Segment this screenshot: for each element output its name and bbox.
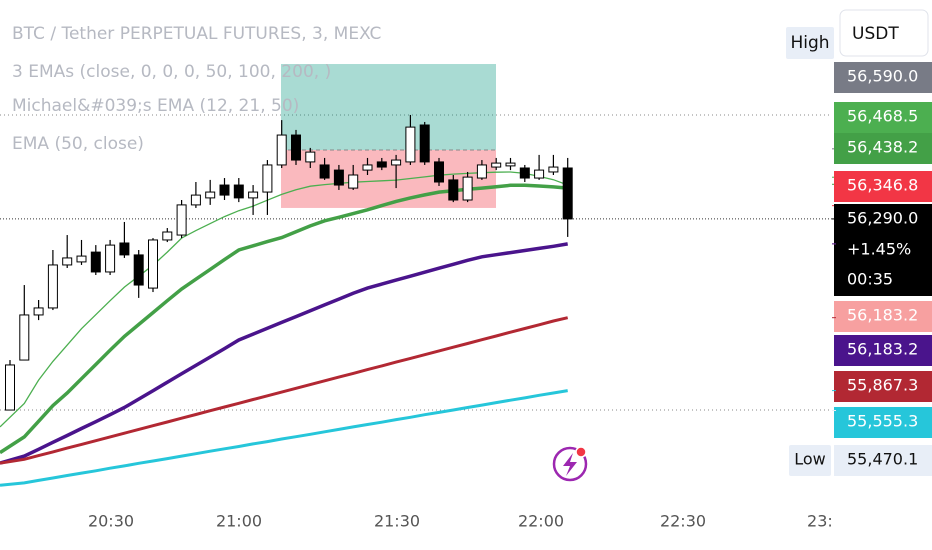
high-label: High <box>790 33 829 53</box>
ema-line <box>0 316 569 465</box>
candle-body <box>162 231 173 241</box>
candle-body <box>176 204 187 236</box>
price-tag <box>834 171 932 202</box>
chart-title: BTC / Tether PERPETUAL FUTURES, 3, MEXC <box>12 24 381 44</box>
price-tag-label: 56,346.8 <box>847 176 918 195</box>
candle-body <box>305 151 316 163</box>
x-tick-label: 21:00 <box>216 512 262 531</box>
price-tag <box>834 133 932 164</box>
candle-body <box>348 174 359 189</box>
price-tag-label: 55,867.3 <box>847 376 918 395</box>
candle-body <box>419 124 430 163</box>
overlay: 20:30 21:00 21:30 22:00 22:30 23:056,590.056,… <box>88 0 932 550</box>
candle-body <box>491 162 502 168</box>
candle-body <box>19 314 30 361</box>
low-label: Low <box>794 450 826 469</box>
currency-button[interactable] <box>839 9 929 57</box>
candle-body <box>33 307 44 316</box>
price-tag <box>834 445 932 476</box>
candle-body <box>76 255 87 263</box>
candle-body <box>376 161 387 168</box>
price-tag <box>834 301 932 332</box>
candle-body <box>548 166 559 173</box>
ema-line <box>0 242 568 465</box>
legend-line: EMA (50, close) <box>12 134 144 154</box>
plot <box>0 64 832 487</box>
candle-body <box>248 191 259 199</box>
price-tag-label: 56,590.0 <box>847 67 918 86</box>
x-tick-label: 20:30 <box>88 512 134 531</box>
candle-body <box>476 164 487 179</box>
price-tag <box>834 204 932 296</box>
currency-label: USDT <box>852 24 899 44</box>
countdown: 00:35 <box>847 270 893 289</box>
price-tag-label: 56,438.2 <box>847 138 918 157</box>
price-tag-label: 55,555.3 <box>847 412 918 431</box>
x-tick-label: 21:30 <box>374 512 420 531</box>
low-badge <box>789 445 831 476</box>
legend-line: Michael&#039;s EMA (12, 21, 50) <box>12 96 299 116</box>
price-tag <box>834 407 932 438</box>
stop-zone <box>281 150 496 208</box>
candle-body <box>47 264 58 309</box>
candle-body <box>62 257 73 266</box>
candle-body <box>562 167 573 220</box>
price-tag-label: 56,290.0 <box>847 209 918 228</box>
price-tag <box>834 102 932 133</box>
candle-body <box>462 176 473 201</box>
x-tick-label: 22:00 <box>518 512 564 531</box>
price-tag-label: 55,470.1 <box>847 450 918 469</box>
candle-body <box>90 251 101 273</box>
candle-body <box>148 239 158 289</box>
candle-body <box>362 164 373 171</box>
candle-body <box>519 167 530 179</box>
candle-body <box>505 162 516 167</box>
price-tag <box>834 371 932 402</box>
candle-body <box>133 254 144 286</box>
candle-body <box>319 164 330 179</box>
candle-body <box>534 169 545 179</box>
high-badge <box>786 27 834 59</box>
ema-line <box>0 171 568 428</box>
candle-body <box>219 184 230 196</box>
candle-body <box>333 169 344 186</box>
price-change: +1.45% <box>847 240 911 259</box>
candle-body <box>5 364 15 411</box>
price-tag-label: 56,183.2 <box>847 306 918 325</box>
ema-line <box>0 183 568 455</box>
price-tag-label: 56,468.5 <box>847 107 918 126</box>
candle-body <box>190 194 201 206</box>
x-tick-label: 22:30 <box>660 512 706 531</box>
candle-body <box>119 242 130 256</box>
candle-body <box>291 134 301 161</box>
candle-body <box>391 159 402 166</box>
target-zone <box>281 64 496 150</box>
candle-body <box>205 191 216 199</box>
price-tag-label: 56,183.2 <box>847 340 918 359</box>
candle-body <box>276 134 287 166</box>
alert-icon[interactable] <box>552 446 588 482</box>
candle-body <box>262 164 273 193</box>
candle-body <box>405 126 416 163</box>
candle-body <box>448 179 459 201</box>
price-tag <box>834 62 932 93</box>
candle-body <box>434 161 444 183</box>
price-tag <box>834 335 932 366</box>
ema-line <box>0 389 568 487</box>
legend-line: 3 EMAs (close, 0, 0, 0, 50, 100, 200, ) <box>12 62 331 82</box>
candle-body <box>105 244 116 273</box>
candle-body <box>233 184 244 199</box>
